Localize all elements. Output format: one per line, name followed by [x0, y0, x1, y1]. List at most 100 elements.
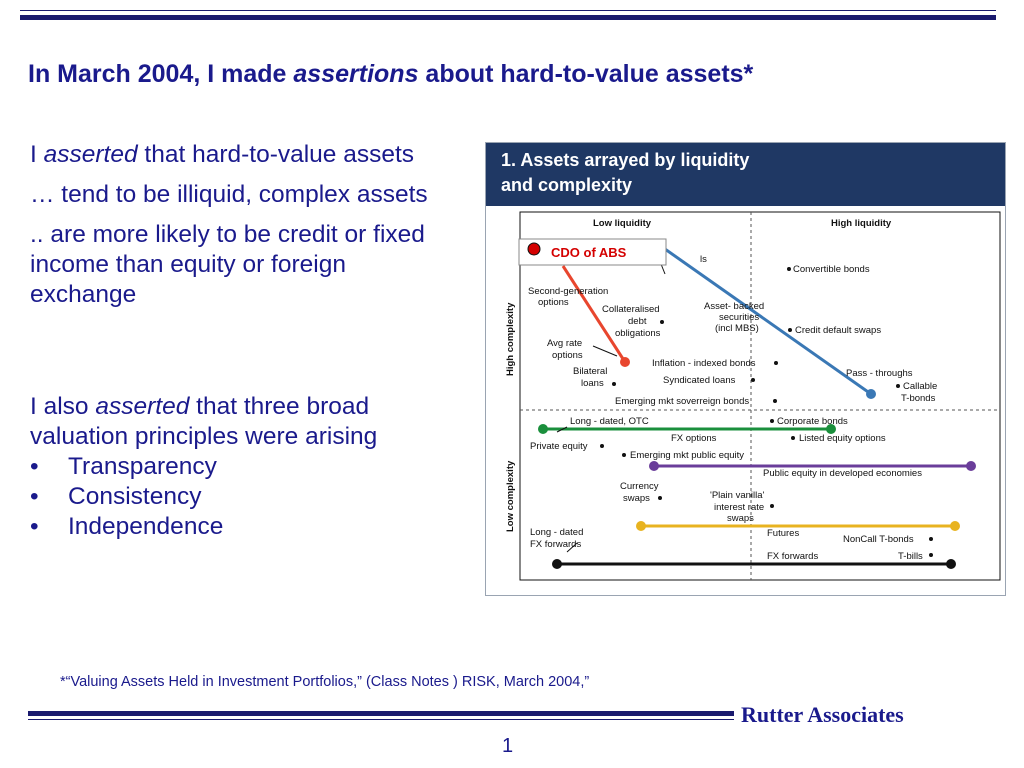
liquidity-complexity-figure: 1. Assets arrayed by liquidity and compl…	[485, 142, 1007, 597]
point-callable-tbonds	[896, 384, 900, 388]
label-listed-equity-options: Listed equity options	[799, 433, 886, 444]
body-text: I asserted that hard-to-value assets … t…	[30, 140, 455, 542]
fx-forwards-start	[552, 559, 562, 569]
cdo-of-abs-marker	[527, 242, 541, 256]
point-tbills	[929, 553, 933, 557]
label-bilateral-1: Bilateral	[573, 366, 607, 377]
cdo-of-abs-label: CDO of ABS	[551, 245, 627, 260]
label-private-equity: Private equity	[530, 441, 588, 452]
label-emerging-sovereign: Emerging mkt soverreign bonds	[615, 396, 749, 407]
point-corporate-bonds	[770, 419, 774, 423]
long-dated-otc-start	[538, 424, 548, 434]
point-private-equity	[600, 444, 604, 448]
figure-header	[486, 143, 1005, 206]
point-emerging-equity	[622, 453, 626, 457]
footnote: *“Valuing Assets Held in Investment Port…	[60, 674, 590, 690]
public-equity-end	[966, 461, 976, 471]
column-heading-high-liquidity: High liquidity	[831, 218, 892, 229]
paragraph-credit: .. are more likely to be credit or fixed…	[30, 221, 425, 308]
label-vanilla-1: 'Plain vanilla'	[710, 490, 765, 501]
label-long-dated-otc: Long - dated, OTC	[570, 416, 649, 427]
label-corporate-bonds: Corporate bonds	[777, 416, 848, 427]
label-futures: Futures	[767, 528, 799, 539]
paragraph-principles: I also asserted that three broad valuati…	[30, 393, 378, 450]
fx-forwards-end	[946, 559, 956, 569]
figure-title-line1: 1. Assets arrayed by liquidity	[501, 150, 749, 170]
paragraph-asserted: I asserted that hard-to-value assets	[30, 141, 415, 168]
row-heading-high-complexity: High complexity	[505, 302, 516, 376]
public-equity-start	[649, 461, 659, 471]
bullet-glyph: •	[30, 513, 39, 540]
point-currency-swaps	[658, 496, 662, 500]
label-fragment: ls	[700, 254, 707, 265]
label-pass-throughs: Pass - throughs	[846, 368, 913, 379]
futures-end	[950, 521, 960, 531]
asset-backed-securities-arrow	[654, 240, 872, 396]
label-asset-backed-3: (incl MBS)	[715, 323, 759, 334]
label-vanilla-2: interest rate	[714, 502, 764, 513]
label-currency-swaps-1: Currency	[620, 481, 659, 492]
label-long-dated-fx-1: Long - dated	[530, 527, 583, 538]
label-collateralised-3: obligations	[615, 328, 661, 339]
avg-rate-pointer	[592, 345, 618, 357]
label-inflation-indexed-bonds: Inflation - indexed bonds	[652, 358, 756, 369]
label-syndicated-loans: Syndicated loans	[663, 375, 736, 386]
label-convertible-bonds: Convertible bonds	[793, 264, 870, 275]
label-bilateral-2: loans	[581, 378, 604, 389]
row-heading-low-complexity: Low complexity	[505, 460, 516, 532]
point-credit-default-swaps	[788, 328, 792, 332]
slide-title: In March 2004, I made assertions about h…	[28, 60, 754, 88]
figure-title-line2: and complexity	[501, 175, 632, 195]
label-tbills: T-bills	[898, 551, 923, 562]
top-rule-thin	[20, 10, 996, 11]
point-vanilla-swaps	[770, 504, 774, 508]
label-second-generation-1: Second-generation	[528, 286, 608, 297]
point-noncall-tbonds	[929, 537, 933, 541]
label-avg-rate-2: options	[552, 350, 583, 361]
point-inflation-indexed-bonds	[774, 361, 778, 365]
brand-name: Rutter Associates	[741, 702, 904, 727]
label-emerging-equity: Emerging mkt public equity	[630, 450, 744, 461]
cdo-of-abs-callout	[518, 238, 667, 266]
label-collateralised-2: debt	[628, 316, 647, 327]
label-credit-default-swaps: Credit default swaps	[795, 325, 881, 336]
plot-area	[519, 211, 1001, 581]
paragraph-illiquid: … tend to be illiquid, complex assets	[30, 181, 428, 208]
bullet-glyph: •	[30, 453, 39, 480]
label-asset-backed-2: securities	[719, 312, 759, 323]
label-noncall-tbonds: NonCall T-bonds	[843, 534, 914, 545]
long-dated-fx-pointer	[566, 542, 578, 553]
second-generation-options-endpoint	[620, 357, 630, 367]
futures-start	[636, 521, 646, 531]
bullet-glyph: •	[30, 483, 39, 510]
bottom-rule-thick	[28, 711, 734, 716]
point-listed-equity-options	[791, 436, 795, 440]
second-generation-options-arrow	[561, 265, 627, 363]
bottom-rule-thin	[28, 719, 734, 720]
label-callable-2: T-bonds	[901, 393, 936, 404]
column-heading-low-liquidity: Low liquidity	[593, 218, 652, 229]
list-item: • Transparency	[30, 453, 217, 480]
label-callable-1: Callable	[903, 381, 937, 392]
list-item: • Consistency	[30, 483, 202, 510]
label-fx-forwards: FX forwards	[767, 551, 818, 562]
label-public-equity: Public equity in developed economies	[763, 468, 922, 479]
label-vanilla-3: swaps	[727, 513, 754, 524]
point-emerging-sovereign	[773, 399, 777, 403]
point-collateralised	[660, 320, 664, 324]
long-dated-otc-pointer	[556, 426, 568, 433]
label-collateralised-1: Collateralised	[602, 304, 660, 315]
page-number: 1	[502, 735, 514, 757]
top-rule-thick	[20, 15, 996, 20]
label-currency-swaps-2: swaps	[623, 493, 650, 504]
point-syndicated-loans	[751, 378, 755, 382]
long-dated-otc-end	[826, 424, 836, 434]
label-avg-rate-1: Avg rate	[547, 338, 582, 349]
point-bilateral	[612, 382, 616, 386]
list-item: • Independence	[30, 513, 224, 540]
point-convertible-bonds	[787, 267, 791, 271]
label-long-dated-fx-2: FX forwards	[530, 539, 581, 550]
label-asset-backed-1: Asset- backed	[704, 301, 764, 312]
principles-list: • Transparency • Consistency • Independence	[30, 452, 455, 542]
label-fx-options: FX options	[671, 433, 717, 444]
